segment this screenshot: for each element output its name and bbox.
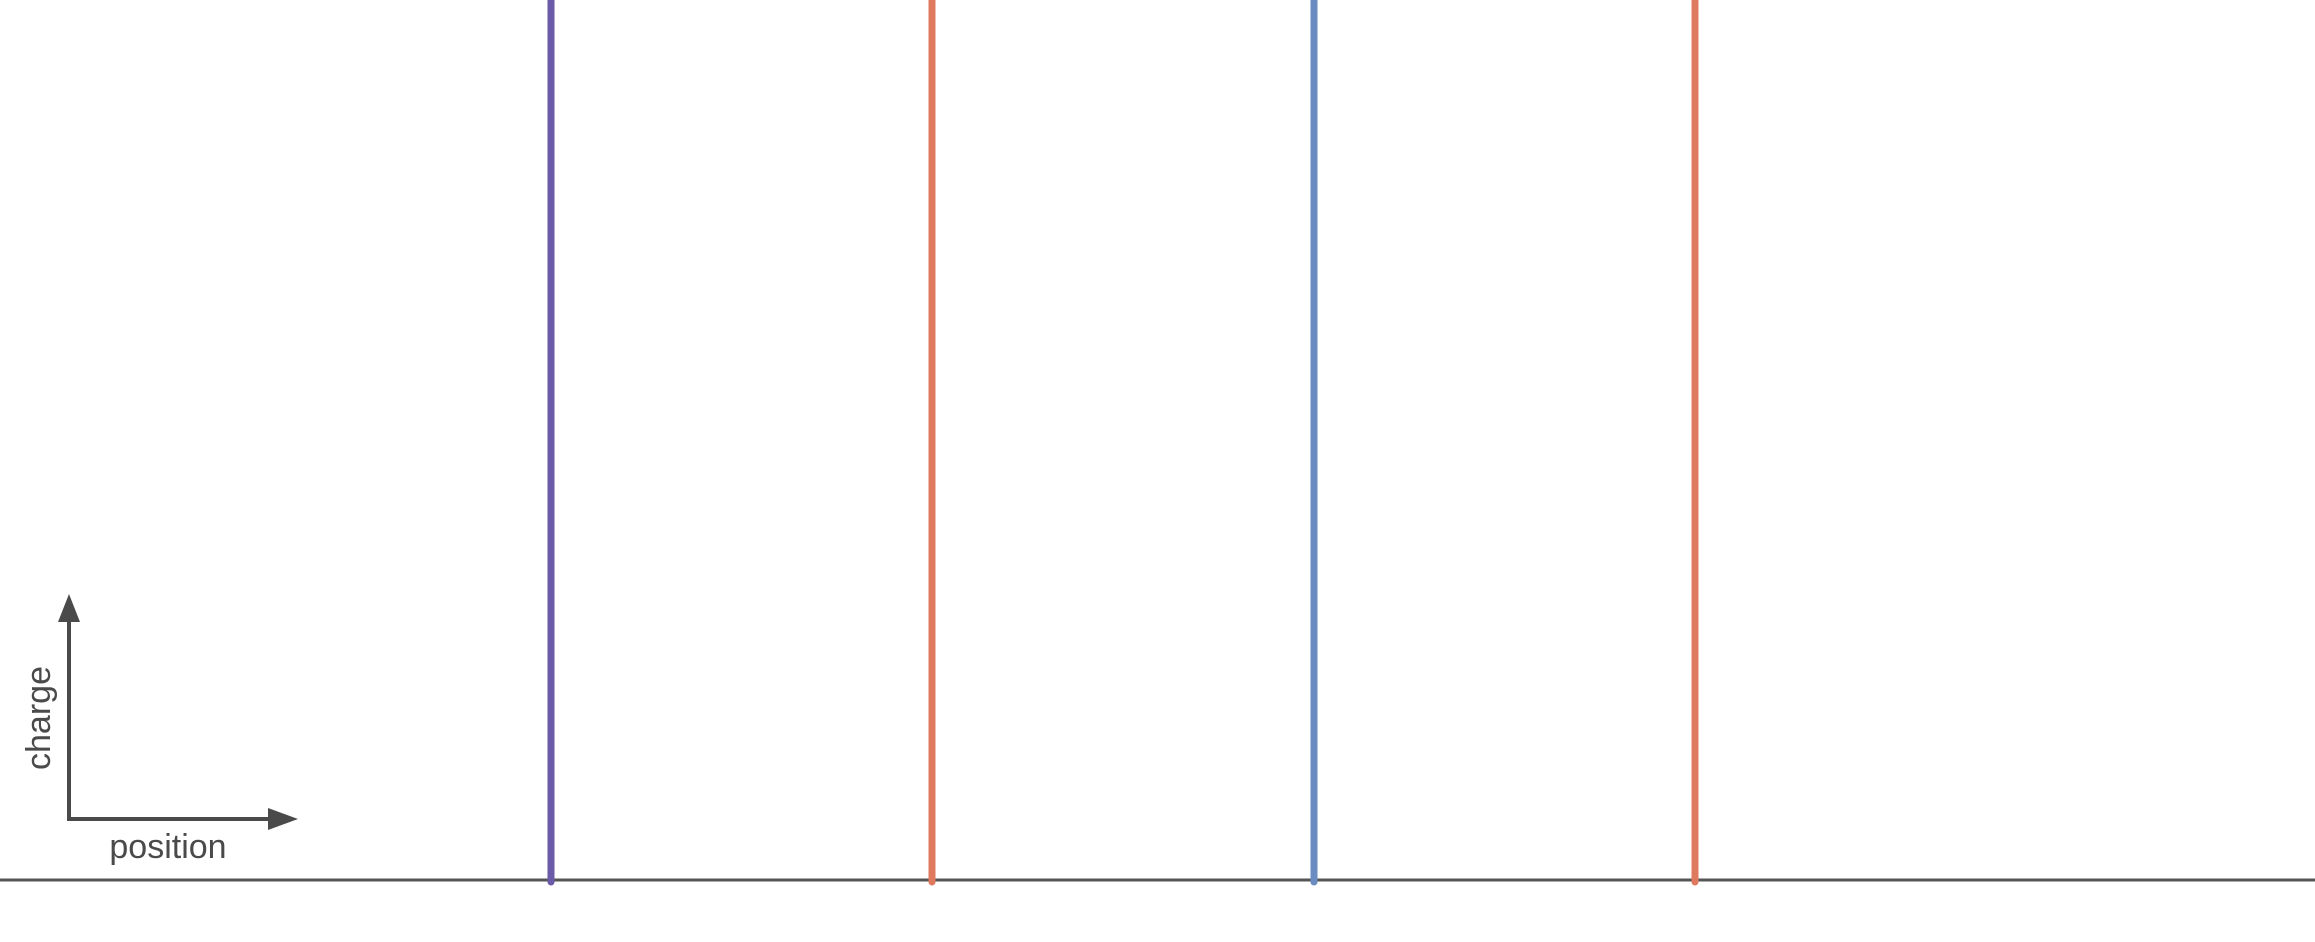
- x-axis-arrowhead-icon: [268, 808, 298, 830]
- charge-spikes: [547, 0, 1699, 886]
- axes-indicator: position charge: [20, 594, 298, 866]
- x-axis-label: position: [109, 828, 226, 866]
- y-axis-arrowhead-icon: [58, 594, 80, 622]
- y-axis-label: charge: [20, 666, 58, 770]
